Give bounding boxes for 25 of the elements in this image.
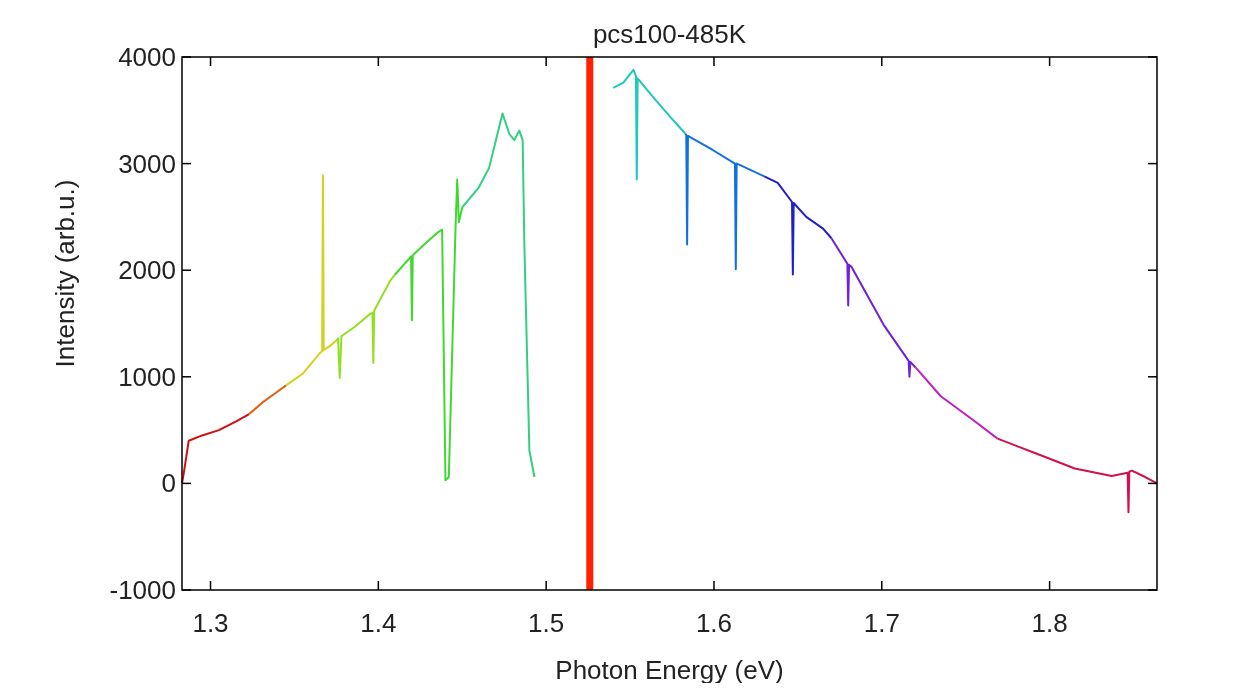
x-tick-label: 1.8 bbox=[1031, 608, 1068, 638]
x-tick-label: 1.3 bbox=[192, 608, 229, 638]
x-tick-label: 1.6 bbox=[695, 608, 733, 638]
y-axis-title: Intensity (arb.u.) bbox=[50, 179, 80, 368]
y-tick-label: 3000 bbox=[118, 148, 176, 179]
line-series bbox=[335, 273, 397, 379]
line-series bbox=[684, 132, 766, 271]
line-series bbox=[461, 112, 536, 478]
y-tick-label: 2000 bbox=[118, 255, 176, 286]
chart-title: pcs100-485K bbox=[592, 19, 747, 49]
y-tick-label: 0 bbox=[161, 468, 176, 499]
y-tick-label: 1000 bbox=[118, 361, 176, 392]
line-series bbox=[285, 174, 338, 387]
x-tick-label: 1.5 bbox=[528, 608, 565, 638]
line-series bbox=[830, 237, 917, 378]
line-series bbox=[996, 437, 1158, 514]
x-tick-label: 1.7 bbox=[863, 608, 900, 638]
x-tick-label: 1.4 bbox=[360, 608, 397, 638]
line-series bbox=[248, 384, 288, 416]
line-series bbox=[914, 366, 999, 440]
line-series bbox=[394, 178, 464, 482]
y-tick-label: 4000 bbox=[118, 42, 176, 72]
line-series bbox=[612, 68, 687, 181]
line-series bbox=[763, 175, 833, 276]
y-tick-label: -1000 bbox=[109, 575, 176, 605]
